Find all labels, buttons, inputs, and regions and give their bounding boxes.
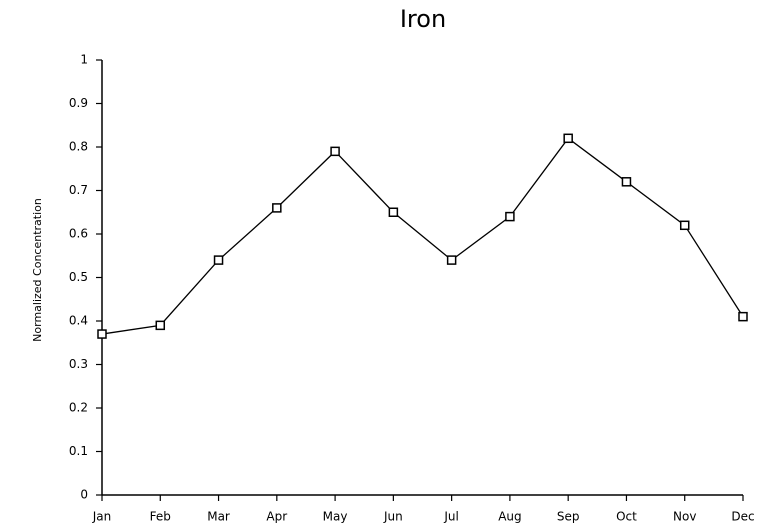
y-tick-label: 0.2 bbox=[69, 401, 88, 415]
marker bbox=[330, 146, 340, 157]
y-tick-label: 0.4 bbox=[69, 314, 88, 328]
x-tick-label: May bbox=[323, 510, 348, 524]
y-tick-label: 0.6 bbox=[69, 227, 88, 241]
marker bbox=[505, 211, 515, 222]
marker bbox=[272, 203, 282, 213]
marker bbox=[155, 320, 166, 331]
marker bbox=[213, 255, 224, 265]
y-tick-label: 1 bbox=[80, 53, 88, 67]
marker bbox=[621, 177, 632, 187]
x-tick-label: Nov bbox=[673, 510, 696, 524]
x-tick-label: Feb bbox=[150, 510, 171, 524]
line bbox=[101, 137, 744, 335]
y-tick-label: 0.7 bbox=[69, 183, 88, 197]
y-axis-label: Normalized Concentration bbox=[31, 198, 44, 342]
marker bbox=[97, 329, 107, 339]
marker bbox=[738, 311, 748, 322]
marker bbox=[563, 133, 573, 144]
y-tick-label: 0.9 bbox=[69, 96, 88, 110]
y-tick-label: 0.5 bbox=[69, 270, 88, 284]
y-tick-label: 0.1 bbox=[69, 444, 88, 458]
x-tick-label: Jul bbox=[443, 510, 458, 524]
y-tick-label: 0 bbox=[80, 488, 88, 502]
x-tick-label: Mar bbox=[207, 510, 230, 524]
x-tick-label: Sep bbox=[557, 510, 580, 524]
x-tick-label: Jan bbox=[92, 510, 112, 524]
marker bbox=[388, 207, 399, 217]
chart-title: Iron bbox=[400, 5, 446, 33]
y-tick-label: 0.8 bbox=[69, 140, 88, 154]
x-tick-label: Dec bbox=[731, 510, 754, 524]
marker bbox=[679, 220, 690, 231]
y-tick-label: 0.3 bbox=[69, 357, 88, 371]
x-tick-label: Jun bbox=[383, 510, 403, 524]
x-tick-label: Aug bbox=[498, 510, 521, 524]
x-tick-label: Apr bbox=[266, 510, 287, 524]
marker bbox=[446, 255, 457, 265]
x-tick-label: Oct bbox=[616, 510, 637, 524]
